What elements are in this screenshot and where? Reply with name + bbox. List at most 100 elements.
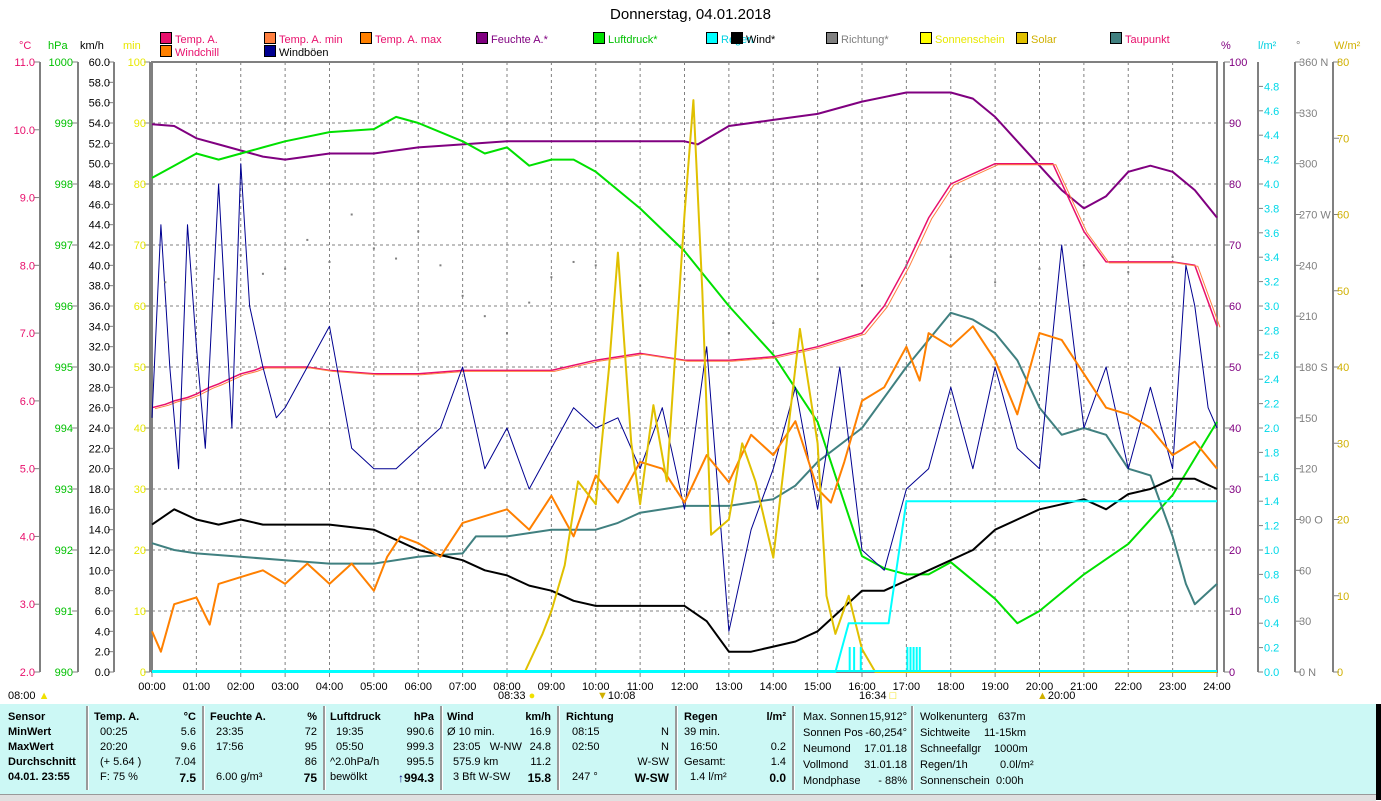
stats-panel: Sensor MinWert MaxWert Durchschnitt 04.0… — [0, 704, 1376, 794]
x-tick-label: 06:00 — [404, 681, 432, 693]
axis-tick-label: 34.0 — [89, 321, 110, 333]
axis-tick-label: 10.0 — [14, 125, 35, 137]
direction-point — [372, 247, 375, 250]
axis-tick-label: 300 — [1299, 159, 1317, 171]
direction-avg-value: W-SW — [637, 756, 669, 768]
moon-label: 20:00 — [1047, 690, 1076, 702]
axis-tick-label: 180 S — [1299, 362, 1328, 374]
axis-tick-label: 70 — [1229, 240, 1241, 252]
legend-swatch — [160, 45, 172, 57]
axis-tick-label: 0 — [1229, 667, 1235, 679]
direction-point — [395, 257, 398, 260]
astro-label: Vollmond — [803, 759, 849, 771]
sunrise-label: 08:33 — [498, 690, 526, 702]
axis-tick-label: 998 — [55, 179, 73, 191]
astro-value: - 88% — [878, 775, 907, 787]
legend-label: Taupunkt — [1125, 34, 1170, 46]
separator — [323, 706, 326, 790]
axis-tick-label: 4.2 — [1264, 155, 1279, 167]
direction-point — [1127, 271, 1130, 274]
unit-humidity: % — [1221, 40, 1231, 52]
wind-header: Wind — [447, 711, 474, 723]
x-tick-label: 08:00 — [493, 681, 521, 693]
wind-day-avg: 11.2 — [530, 756, 551, 768]
legend-label: Richtung* — [841, 34, 889, 46]
astro-label: Sonnen Pos — [803, 727, 863, 739]
moon-arrow-icon: ▲ — [1037, 690, 1048, 702]
misc-label: Schneefallgr — [920, 743, 982, 755]
sun-noon-marker: ▼10:08 — [597, 690, 635, 702]
temp-column: Temp. A. °C 00:25 5.6 20:20 9.6 (+ 5.64 … — [89, 704, 202, 790]
direction-max-time: 02:50 — [572, 741, 600, 753]
axis-tick-label: 240 — [1299, 260, 1317, 272]
x-tick-label: 21:00 — [1070, 681, 1098, 693]
rain-column: Regen l/m² 39 min. 16:50 0.2 Gesamt: 1.4… — [678, 704, 792, 790]
wind-unit: km/h — [525, 711, 551, 723]
legend-swatch — [593, 32, 605, 44]
temp-header: Temp. A. — [94, 711, 140, 723]
humidity-max-time: 17:56 — [216, 741, 244, 753]
pressure-header: Luftdruck — [330, 711, 381, 723]
legend-item: Wind* — [731, 32, 775, 46]
separator — [86, 706, 89, 790]
axis-tick-label: 54.0 — [89, 118, 110, 130]
axis-tick-label: 991 — [55, 606, 73, 618]
rain-total-label: Gesamt: — [684, 756, 726, 768]
sunset-icon: □ — [889, 690, 897, 702]
axis-tick-label: 38.0 — [89, 281, 110, 293]
legend-item: Temp. A. — [160, 32, 218, 46]
axis-tick-label: 4.0 — [1264, 179, 1279, 191]
axis-tick-label: 4.8 — [1264, 81, 1279, 93]
axis-tick-label: 2.6 — [1264, 350, 1279, 362]
unit-wind: km/h — [80, 40, 104, 52]
misc-column: Wolkenunterg 637m Sichtweite 11-15km Sch… — [914, 704, 1044, 790]
humidity-header: Feuchte A. — [210, 711, 266, 723]
axis-tick-label: 270 W — [1299, 210, 1331, 222]
legend-swatch — [160, 32, 172, 44]
rain-bar — [848, 647, 851, 672]
legend-item: Temp. A. min — [264, 32, 343, 46]
x-tick-label: 13:00 — [715, 681, 743, 693]
direction-point — [727, 332, 730, 335]
axis-tick-label: 30 — [1229, 484, 1241, 496]
rain-header: Regen — [684, 711, 718, 723]
axis-tick-label: 0.6 — [1264, 594, 1279, 606]
x-tick-label: 09:00 — [538, 681, 566, 693]
sensor-row-avg: Durchschnitt — [8, 756, 76, 768]
axis-tick-label: 3.0 — [1264, 301, 1279, 313]
temp-avg-value: 7.04 — [174, 756, 196, 768]
separator — [911, 706, 914, 790]
direction-point — [1216, 238, 1218, 241]
humidity-column: Feuchte A. % 23:35 72 17:56 95 86 6.00 g… — [205, 704, 323, 790]
x-tick-label: 15:00 — [804, 681, 832, 693]
axis-tick-label: 24.0 — [89, 423, 110, 435]
misc-value: 0:00h — [996, 775, 1024, 787]
legend-label: Feuchte A.* — [491, 34, 548, 46]
temp-max-time: 20:20 — [100, 741, 128, 753]
axis-tick-label: 50 — [1229, 362, 1241, 374]
axis-tick-label: 2.0 — [1264, 423, 1279, 435]
legend-label: Luftdruck* — [608, 34, 658, 46]
legend-swatch — [476, 32, 488, 44]
x-tick-label: 22:00 — [1114, 681, 1142, 693]
axis-tick-label: 50 — [1337, 286, 1349, 298]
series-windb-en — [151, 163, 1218, 632]
pressure-unit: hPa — [413, 711, 434, 723]
axis-tick-label: 1.0 — [1264, 545, 1279, 557]
axis-tick-label: 70 — [1337, 133, 1349, 145]
misc-label: Wolkenunterg — [920, 711, 988, 723]
sun-marker-0800: 08:00 ▲ — [8, 690, 49, 702]
sensor-column: Sensor MinWert MaxWert Durchschnitt 04.0… — [0, 704, 86, 790]
legend-swatch — [826, 32, 838, 44]
x-tick-label: 02:00 — [227, 681, 255, 693]
direction-point — [550, 276, 553, 279]
rain-max-time: 16:50 — [690, 741, 718, 753]
direction-point — [594, 264, 597, 267]
x-tick-label: 10:00 — [582, 681, 610, 693]
direction-point — [994, 281, 997, 284]
sunrise-marker: 08:33 ● — [498, 690, 535, 702]
direction-point — [239, 254, 242, 257]
axis-tick-label: 26.0 — [89, 403, 110, 415]
axis-tick-label: 12.0 — [89, 545, 110, 557]
humidity-absolute: 6.00 g/m³ — [216, 771, 263, 783]
